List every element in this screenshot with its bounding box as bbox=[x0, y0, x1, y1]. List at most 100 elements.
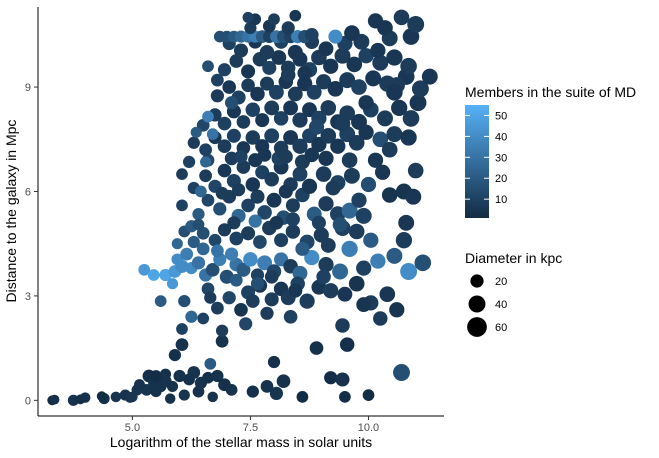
data-point bbox=[318, 196, 334, 212]
x-tick-label: 7.5 bbox=[243, 422, 258, 434]
data-point bbox=[304, 147, 320, 163]
data-point bbox=[215, 324, 229, 337]
data-point bbox=[264, 292, 279, 307]
data-point bbox=[285, 224, 301, 239]
data-point bbox=[187, 366, 201, 379]
data-point bbox=[377, 110, 393, 127]
size-legend: Diameter in kpc 20 40 60 bbox=[465, 250, 562, 337]
points-layer bbox=[47, 9, 438, 406]
data-point bbox=[323, 283, 339, 299]
data-point bbox=[222, 80, 237, 94]
data-point bbox=[233, 43, 249, 58]
data-point bbox=[328, 29, 343, 44]
data-point bbox=[309, 341, 324, 355]
data-point bbox=[327, 81, 344, 97]
data-point bbox=[400, 263, 418, 280]
data-point bbox=[204, 291, 217, 304]
data-point bbox=[325, 180, 341, 196]
data-point bbox=[280, 67, 296, 83]
data-point bbox=[407, 15, 425, 33]
data-point bbox=[370, 42, 386, 59]
data-point bbox=[295, 241, 310, 256]
data-point bbox=[239, 317, 253, 331]
size-legend-key bbox=[467, 317, 487, 337]
data-point bbox=[245, 177, 261, 192]
data-point bbox=[269, 215, 284, 230]
data-point bbox=[348, 135, 365, 151]
data-point bbox=[242, 11, 254, 23]
data-point bbox=[197, 312, 210, 325]
data-point bbox=[225, 247, 239, 261]
data-point bbox=[356, 297, 372, 313]
color-legend-ticks: 10 20 30 40 50 bbox=[465, 110, 507, 206]
data-point bbox=[292, 166, 308, 182]
data-point bbox=[245, 102, 261, 117]
data-point bbox=[250, 86, 265, 102]
data-point bbox=[273, 111, 289, 126]
data-point bbox=[199, 143, 212, 157]
data-point bbox=[250, 189, 265, 204]
data-point bbox=[308, 119, 325, 135]
data-point bbox=[292, 112, 308, 128]
data-point bbox=[226, 128, 241, 143]
color-legend-bar bbox=[465, 105, 489, 218]
data-point bbox=[227, 216, 241, 230]
data-point bbox=[229, 273, 243, 287]
color-legend-label: 10 bbox=[495, 194, 507, 206]
data-point bbox=[278, 184, 293, 199]
data-point bbox=[318, 41, 334, 57]
data-point bbox=[201, 193, 215, 207]
data-point bbox=[267, 355, 281, 369]
data-point bbox=[257, 205, 272, 220]
data-point bbox=[164, 393, 176, 404]
data-point bbox=[150, 386, 162, 398]
data-point bbox=[269, 386, 283, 400]
data-point bbox=[124, 392, 136, 403]
data-point bbox=[335, 372, 350, 387]
data-point bbox=[191, 256, 206, 270]
data-point bbox=[133, 379, 146, 391]
data-point bbox=[343, 167, 360, 184]
color-legend: Members in the suite of MD 10 20 30 40 50 bbox=[465, 84, 636, 218]
data-point bbox=[217, 63, 232, 77]
x-axis-title: Logarithm of the stellar mass in solar u… bbox=[110, 434, 372, 450]
data-point bbox=[402, 110, 420, 127]
data-point bbox=[348, 223, 365, 240]
data-point bbox=[386, 247, 403, 264]
data-point bbox=[166, 380, 179, 392]
data-point bbox=[159, 368, 172, 380]
data-point bbox=[288, 283, 303, 298]
data-point bbox=[405, 188, 422, 205]
data-point bbox=[393, 9, 410, 26]
data-point bbox=[215, 186, 229, 200]
data-point bbox=[236, 262, 251, 277]
data-point bbox=[171, 253, 184, 266]
color-legend-label: 30 bbox=[495, 152, 507, 164]
data-point bbox=[276, 374, 291, 389]
size-legend-label: 20 bbox=[495, 276, 507, 288]
data-point bbox=[217, 116, 232, 131]
data-point bbox=[287, 86, 303, 102]
data-point bbox=[318, 256, 334, 273]
size-legend-label: 60 bbox=[495, 322, 507, 334]
data-point bbox=[208, 233, 222, 247]
data-point bbox=[176, 199, 188, 212]
data-point bbox=[395, 232, 413, 249]
data-point bbox=[222, 291, 236, 305]
data-point bbox=[351, 192, 367, 208]
data-point bbox=[372, 131, 389, 148]
data-point bbox=[335, 318, 350, 333]
data-point bbox=[365, 70, 382, 87]
data-point bbox=[199, 169, 212, 183]
size-legend-label: 40 bbox=[495, 299, 507, 311]
data-point bbox=[187, 136, 200, 149]
data-point bbox=[393, 364, 410, 381]
data-point bbox=[381, 141, 398, 158]
size-legend-title: Diameter in kpc bbox=[465, 250, 562, 266]
data-point bbox=[246, 385, 259, 398]
data-point bbox=[296, 391, 309, 403]
data-point bbox=[370, 253, 386, 269]
data-point bbox=[389, 302, 405, 318]
data-point bbox=[206, 128, 219, 140]
